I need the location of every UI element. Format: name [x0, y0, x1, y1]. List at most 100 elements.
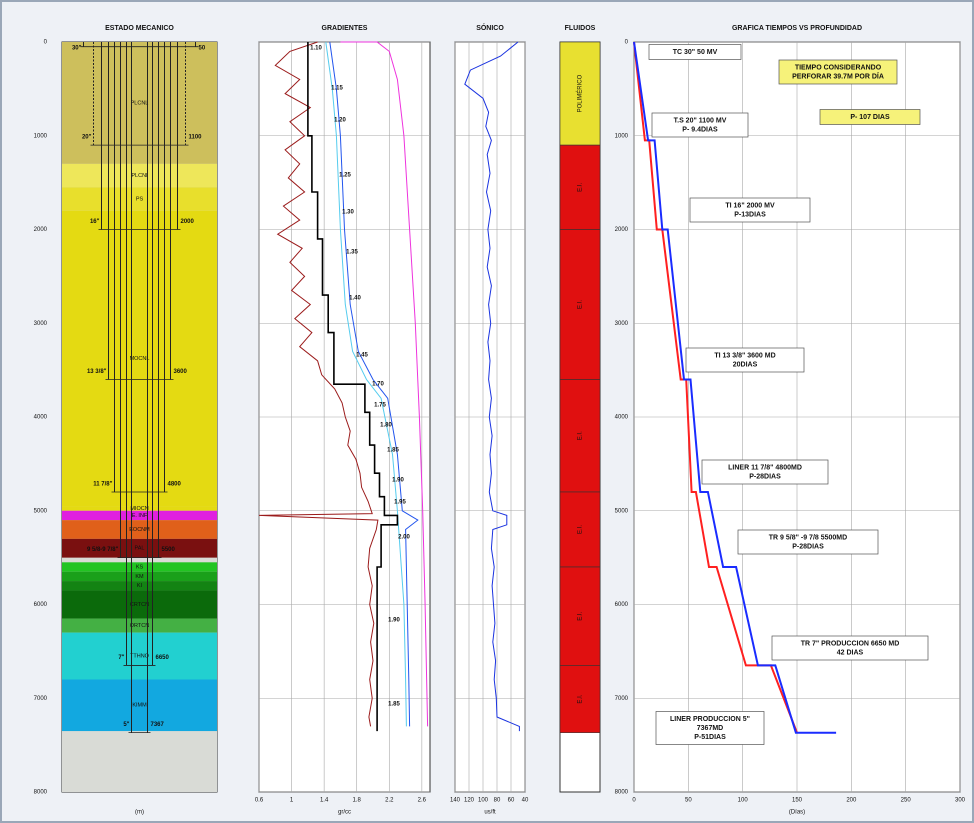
density-label: 1.30	[342, 210, 354, 216]
annotation-text: T.S 20" 1100 MV	[674, 117, 727, 124]
density-label: 1.85	[387, 448, 399, 454]
formation-label: MIOCN	[130, 506, 148, 512]
formation-label: KIMM	[132, 703, 147, 709]
density-label: 1.75	[374, 403, 386, 409]
density-label: 1.45	[356, 353, 368, 359]
formation-label: PS	[136, 196, 144, 202]
casing-depth: 4800	[168, 482, 182, 488]
y-tick-label: 3000	[615, 321, 629, 327]
fluid-label: E.I.	[578, 300, 584, 309]
time-depth-line	[633, 41, 798, 734]
annotation-text: TI 13 3/8" 3600 MD	[714, 352, 775, 359]
density-label: 1.70	[372, 382, 384, 388]
casing-depth: 3600	[174, 369, 188, 375]
density-label: 1.85	[388, 702, 400, 708]
formation-label: MOCNL	[130, 356, 150, 362]
x-tick-label: 50	[685, 798, 692, 804]
annotation-box	[648, 44, 742, 60]
y-axis-label: (m)	[135, 810, 144, 816]
formation-label: PLCNL	[131, 100, 149, 106]
density-label: 1.90	[388, 618, 400, 624]
annotation-text: P-51DIAS	[694, 734, 726, 741]
casing-depth: 6650	[156, 655, 170, 661]
annotation-text: TR 9 5/8" -9 7/8 5500MD	[769, 534, 847, 541]
formation-label: ORTCN	[130, 623, 149, 629]
formation	[62, 520, 217, 539]
density-label: 1.90	[392, 478, 404, 484]
fluid-interval	[559, 41, 601, 146]
y-tick-label: 5000	[615, 508, 629, 514]
panel-title: SÓNICO	[476, 23, 504, 32]
annotation-text: 42 DIAS	[837, 649, 864, 656]
x-tick-label: 300	[955, 798, 966, 804]
formation-label: TTHNO	[130, 654, 150, 660]
formation-label: PLCNI	[131, 173, 148, 179]
time-depth-line	[633, 41, 837, 734]
formation	[62, 590, 217, 619]
y-tick-label: 6000	[615, 602, 629, 608]
fluid-interval	[559, 379, 601, 493]
annotation-box	[778, 59, 898, 85]
y-tick-label: 8000	[34, 790, 48, 796]
panel-title: ESTADO MECANICO	[105, 25, 174, 32]
fluid-label: POLIMÉRICO	[577, 74, 584, 112]
casing-depth: 5500	[162, 547, 176, 553]
annotation-text: TIEMPO CONSIDERANDO	[795, 64, 882, 71]
x-axis-label: (Días)	[789, 810, 805, 816]
annotation-box	[651, 112, 749, 138]
fluid-interval	[559, 566, 601, 666]
casing-size: 30"	[72, 46, 82, 52]
formation-label: KM	[135, 574, 144, 580]
x-tick-label: 150	[792, 798, 803, 804]
x-tick-label: 1.4	[320, 798, 329, 804]
y-tick-label: 5000	[34, 508, 48, 514]
x-tick-label: 1	[290, 798, 294, 804]
y-tick-label: 2000	[34, 227, 48, 233]
annotation-text: 20DIAS	[733, 361, 758, 368]
formation	[62, 187, 217, 211]
x-axis-label: gr/cc	[338, 810, 351, 816]
x-tick-label: 80	[494, 798, 501, 804]
annotation-box	[701, 459, 829, 485]
density-label: 1.25	[339, 173, 351, 179]
annotation-box	[771, 635, 929, 661]
density-label: 1.95	[394, 500, 406, 506]
annotation-text: TI 16" 2000 MV	[725, 202, 775, 209]
annotation-box	[737, 529, 879, 555]
fluid-label: E.I.	[578, 694, 584, 703]
density-label: 1.35	[346, 250, 358, 256]
formation-label: KI	[137, 583, 143, 589]
annotation-text: P- 107 DIAS	[850, 114, 890, 121]
annotation-text: LINER PRODUCCION 5"	[670, 716, 750, 723]
formation	[62, 571, 217, 582]
annotation-text: PERFORAR 39.7M POR DÍA	[792, 71, 884, 80]
formation-label: E. INF	[132, 513, 148, 519]
x-tick-label: 60	[508, 798, 515, 804]
log-curve	[258, 41, 379, 727]
casing-size: 13 3/8"	[87, 369, 107, 375]
log-curve	[329, 41, 419, 727]
y-tick-label: 7000	[34, 696, 48, 702]
y-tick-label: 6000	[34, 602, 48, 608]
panel-title: GRADIENTES	[322, 25, 368, 32]
density-label: 1.15	[331, 86, 343, 92]
formation	[62, 163, 217, 188]
fluid-label: E.I.	[578, 525, 584, 534]
y-tick-label: 1000	[615, 133, 629, 139]
y-tick-label: 4000	[615, 415, 629, 421]
casing-depth: 1100	[189, 135, 203, 141]
x-tick-label: 2.2	[385, 798, 394, 804]
log-curve	[340, 41, 429, 727]
y-tick-label: 1000	[34, 133, 48, 139]
x-tick-label: 100	[478, 798, 489, 804]
casing-size: 7"	[118, 655, 124, 661]
casing-size: 5"	[123, 722, 129, 728]
y-tick-label: 3000	[34, 321, 48, 327]
annotation-text: P-28DIAS	[792, 543, 824, 550]
casing-size: 9 5/8-9 7/8"	[87, 547, 119, 553]
x-tick-label: 2.6	[418, 798, 427, 804]
fluid-label: E.I.	[578, 431, 584, 440]
x-tick-label: 100	[738, 798, 749, 804]
density-label: 1.80	[380, 423, 392, 429]
formation-label: PAL	[135, 546, 145, 552]
